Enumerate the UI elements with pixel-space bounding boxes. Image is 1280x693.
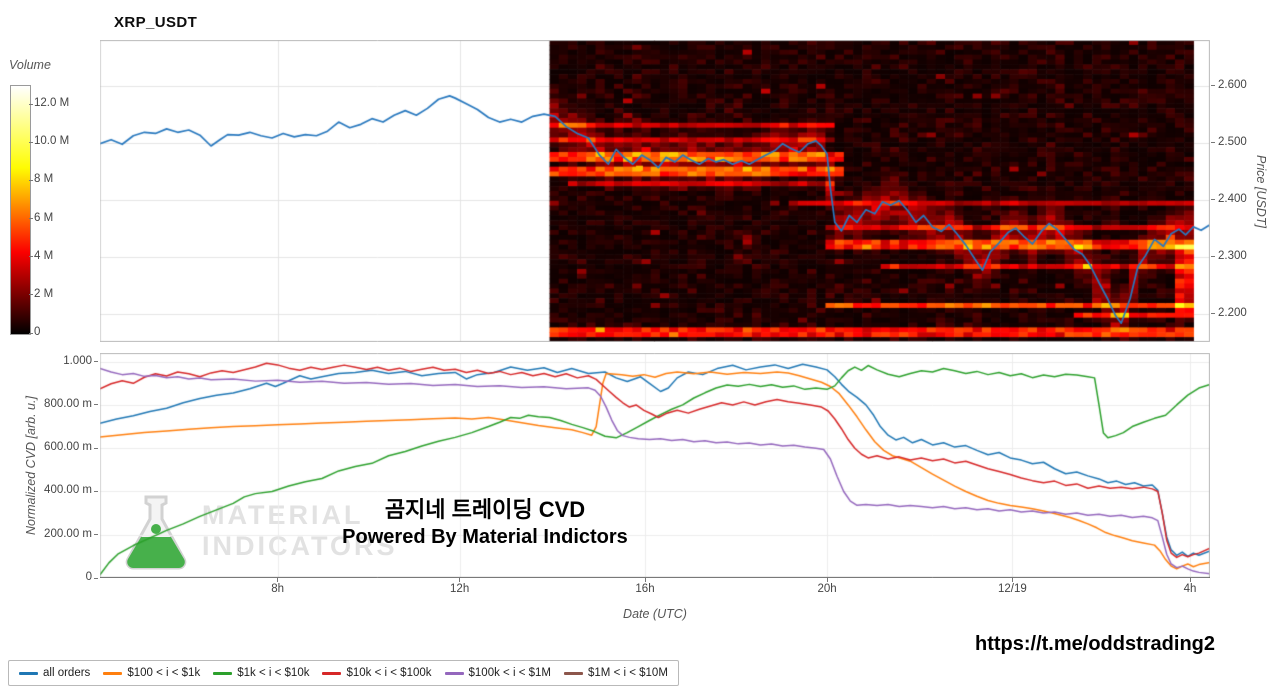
- legend-item[interactable]: $1M < i < $10M: [564, 667, 668, 679]
- price-tick-label: 2.500: [1218, 135, 1247, 148]
- price-tick-mark: [1211, 313, 1215, 314]
- legend-swatch-icon: [564, 671, 583, 675]
- price-axis-title: Price [USDT]: [1254, 154, 1268, 228]
- legend-swatch-icon: [103, 671, 123, 675]
- price-tick-label: 2.300: [1218, 249, 1247, 262]
- cvd-tick-mark: [94, 361, 98, 363]
- volume-colorbar: [10, 85, 31, 335]
- cvd-tick-label: 1.000: [63, 354, 92, 367]
- time-tick-label: 12/19: [998, 583, 1027, 595]
- legend-item[interactable]: $10k < i < $100k: [322, 667, 432, 679]
- time-tick-label: 4h: [1183, 583, 1197, 595]
- legend-item-label: $1k < i < $10k: [237, 667, 310, 679]
- cvd-tick-mark: [94, 577, 98, 579]
- price-tick-mark: [1211, 256, 1215, 258]
- time-tick-label: 20h: [817, 583, 837, 595]
- time-tick-mark: [644, 578, 646, 582]
- telegram-link[interactable]: https://t.me/oddstrading2: [975, 633, 1215, 655]
- price-tick-mark: [1211, 142, 1215, 144]
- cvd-tick-label: 400.00 m: [44, 484, 92, 497]
- volume-tick-mark: [29, 256, 33, 258]
- volume-tick-mark: [29, 218, 33, 220]
- legend: all orders $100 < i < $1k $1k < i < $10k $1…: [8, 660, 679, 686]
- cvd-tick-label: 800.00 m: [44, 397, 92, 410]
- price-tick-label: 2.200: [1218, 306, 1247, 319]
- price-tick-mark: [1211, 85, 1215, 87]
- cvd-tick-label: 0: [85, 571, 92, 583]
- volume-tick-mark: [29, 294, 33, 296]
- time-tick-mark: [277, 578, 279, 582]
- volume-tick-mark: [29, 332, 33, 334]
- cvd-tick-mark: [94, 490, 98, 492]
- price-tick-mark: [1211, 199, 1215, 201]
- volume-tick-label: 4 M: [34, 249, 54, 262]
- time-tick-mark: [459, 578, 461, 582]
- price-tick-label: 2.400: [1218, 192, 1247, 205]
- legend-item-label: all orders: [43, 667, 91, 679]
- price-heatmap-chart[interactable]: [100, 40, 1210, 342]
- legend-item-label: $10k < i < $100k: [346, 667, 432, 679]
- volume-tick-mark: [29, 103, 33, 105]
- legend-item[interactable]: all orders: [19, 667, 90, 679]
- cvd-tick-label: 600.00 m: [44, 441, 92, 454]
- time-tick-mark: [826, 578, 828, 582]
- legend-swatch-icon: [213, 671, 233, 675]
- time-tick-label: 16h: [635, 583, 655, 595]
- volume-colorbar-label: Volume: [9, 58, 51, 72]
- legend-item[interactable]: $100k < i < $1M: [444, 667, 551, 679]
- legend-swatch-icon: [19, 671, 38, 675]
- time-axis-title: Date (UTC): [623, 607, 687, 621]
- legend-item[interactable]: $100 < i < $1k: [103, 667, 200, 679]
- volume-tick-label: 2 M: [34, 287, 54, 300]
- cvd-chart[interactable]: [100, 353, 1210, 578]
- time-tick-label: 8h: [271, 583, 284, 595]
- cvd-tick-mark: [94, 447, 98, 449]
- legend-swatch-icon: [444, 671, 464, 675]
- volume-tick-mark: [29, 141, 33, 143]
- symbol-title: XRP_USDT: [114, 14, 198, 31]
- cvd-tick-label: 200.00 m: [44, 527, 92, 540]
- watermark-overlay-line1: 곰지네 트레이딩 CVD: [384, 497, 586, 522]
- volume-tick-label: 6 M: [34, 211, 54, 224]
- time-tick-label: 12h: [450, 583, 470, 595]
- volume-tick-label: 10.0 M: [34, 135, 70, 148]
- volume-tick-label: 8 M: [34, 173, 54, 186]
- cvd-tick-mark: [94, 404, 98, 406]
- legend-swatch-icon: [322, 671, 342, 675]
- time-tick-mark: [1011, 578, 1013, 582]
- legend-item-label: $1M < i < $10M: [588, 667, 668, 679]
- volume-tick-label: 12.0 M: [34, 97, 70, 110]
- volume-tick-label: 0: [34, 326, 41, 338]
- watermark-overlay-line2: Powered By Material Indictors: [342, 526, 628, 548]
- legend-item-label: $100 < i < $1k: [127, 667, 201, 679]
- price-tick-label: 2.600: [1218, 78, 1247, 91]
- cvd-axis-title: Normalized CVD [arb. u.]: [24, 396, 38, 535]
- legend-item[interactable]: $1k < i < $10k: [213, 667, 309, 679]
- volume-tick-mark: [29, 179, 33, 181]
- legend-item-label: $100k < i < $1M: [468, 667, 551, 679]
- cvd-tick-mark: [94, 534, 98, 536]
- time-tick-mark: [1189, 578, 1191, 582]
